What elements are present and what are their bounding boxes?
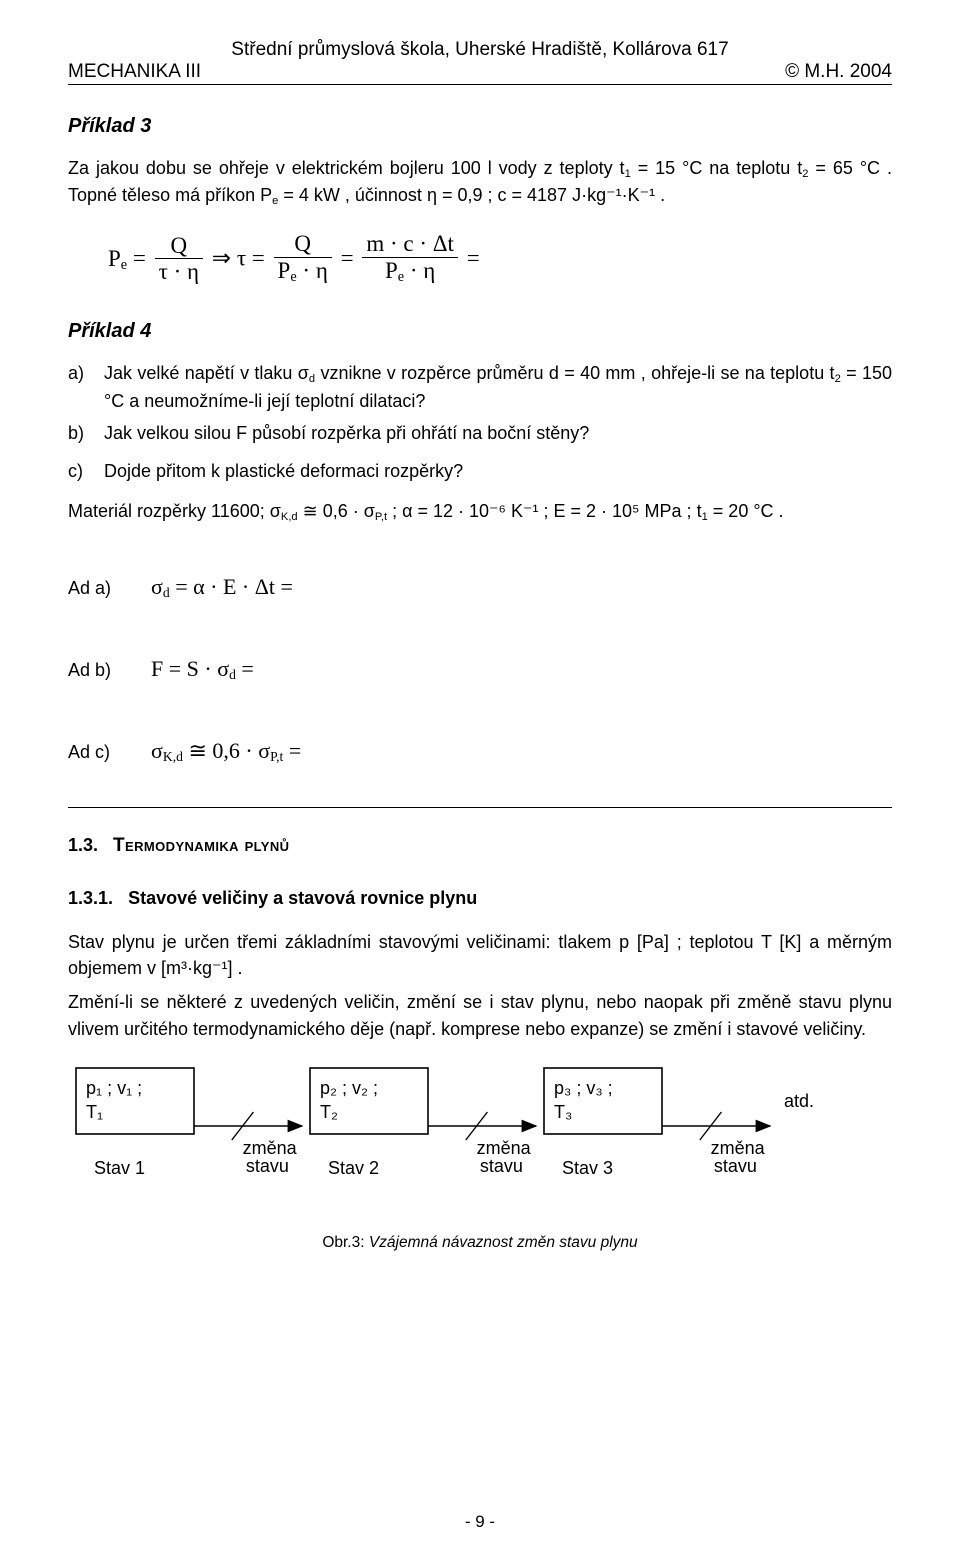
arrow: ⇒ τ = [212, 246, 271, 271]
txt: Za jakou dobu se ohřeje v elektrickém bo… [68, 158, 451, 178]
equation-1: Pe = Q τ · η ⇒ τ = Q Pe · η = m · c · Δt… [108, 231, 892, 285]
item-a: a) Jak velké napětí v tlaku σd vznikne v… [68, 360, 892, 413]
label-c: c) [68, 458, 104, 484]
svg-text:stavu: stavu [246, 1156, 289, 1176]
label-a: a) [68, 360, 104, 413]
svg-text:T₂: T₂ [320, 1102, 338, 1122]
ad-c-eq: σK,d ≅ 0,6 · σP,t = [151, 738, 301, 763]
page-number: - 9 - [0, 1510, 960, 1535]
figure-svg: p₁ ; v₁ ;T₁Stav 1změnastavup₂ ; v₂ ;T₂St… [70, 1060, 890, 1210]
den: τ · η [155, 259, 203, 284]
item-b: b) Jak velkou silou F působí rozpěrka př… [68, 420, 892, 446]
ad-a-label: Ad a) [68, 575, 146, 601]
eq: = [133, 246, 152, 271]
ad-c-label: Ad c) [68, 739, 146, 765]
svg-text:změna: změna [243, 1138, 298, 1158]
ad-b-label: Ad b) [68, 657, 146, 683]
txt: , účinnost [345, 185, 427, 205]
figure-3: p₁ ; v₁ ;T₁Stav 1změnastavup₂ ; v₂ ;T₂St… [68, 1060, 892, 1210]
txt: vody z teploty [499, 158, 620, 178]
header-right: © M.H. 2004 [785, 58, 892, 86]
var-t1: t1 = 15 °C [620, 158, 703, 178]
ad-c: Ad c) σK,d ≅ 0,6 · σP,t = [68, 735, 892, 767]
subsection-number: 1.3.1. [68, 888, 113, 908]
frac1: Q τ · η [152, 233, 206, 285]
trail: = [467, 246, 480, 271]
page: Střední průmyslová škola, Uherské Hradiš… [0, 0, 960, 1563]
text-b: Jak velkou silou F působí rozpěrka při o… [104, 420, 892, 446]
example3-text: Za jakou dobu se ohřeje v elektrickém bo… [68, 155, 892, 209]
svg-text:Stav 1: Stav 1 [94, 1158, 145, 1178]
svg-text:Stav 3: Stav 3 [562, 1158, 613, 1178]
item-c: c) Dojde přitom k plastické deformaci ro… [68, 458, 892, 484]
var-eta: η = 0,9 [427, 185, 483, 205]
header-left: MECHANIKA III [68, 58, 201, 86]
section-rule [68, 807, 892, 808]
text-a: Jak velké napětí v tlaku σd vznikne v ro… [104, 360, 892, 413]
frac2: Q Pe · η [271, 231, 335, 285]
example3-title: Příklad 3 [68, 112, 892, 141]
subsection-heading: 1.3.1. Stavové veličiny a stavová rovnic… [68, 885, 892, 911]
svg-text:atd.: atd. [784, 1091, 814, 1111]
svg-text:T₁: T₁ [86, 1102, 103, 1122]
text-c: Dojde přitom k plastické deformaci rozpě… [104, 458, 892, 484]
txt: na teplotu [709, 158, 797, 178]
svg-text:stavu: stavu [714, 1156, 757, 1176]
section-heading: 1.3. Termodynamika plynů [68, 832, 892, 860]
txt: . [660, 185, 665, 205]
section-number: 1.3. [68, 835, 98, 855]
num: Q [274, 231, 332, 257]
svg-text:p₂ ; v₂ ;: p₂ ; v₂ ; [320, 1078, 378, 1098]
content: Příklad 3 Za jakou dobu se ohřeje v elek… [68, 112, 892, 1254]
ad-b-eq: F = S · σd = [151, 656, 254, 681]
svg-text:T₃: T₃ [554, 1102, 572, 1122]
var-c: c = 4187 J·kg⁻¹·K⁻¹ [498, 185, 656, 205]
var-t2: t2 = 65 °C [797, 158, 880, 178]
paragraph-2: Změní-li se některé z uvedených veličin,… [68, 989, 892, 1041]
num: Q [155, 233, 203, 259]
svg-text:změna: změna [477, 1138, 532, 1158]
material-line: Materiál rozpěrky 11600; σK,d ≅ 0,6 · σP… [68, 498, 892, 525]
ad-a-eq: σd = α · E · Δt = [151, 574, 293, 599]
svg-text:Stav 2: Stav 2 [328, 1158, 379, 1178]
svg-text:stavu: stavu [480, 1156, 523, 1176]
frac3: m · c · Δt Pe · η [359, 231, 461, 285]
den: Pe · η [274, 258, 332, 286]
ad-b: Ad b) F = S · σd = [68, 653, 892, 685]
Pe: Pe [108, 246, 127, 271]
figure-caption: Obr.3: Vzájemná návaznost změn stavu ply… [68, 1232, 892, 1254]
den: Pe · η [362, 258, 458, 286]
header-rule [68, 84, 892, 85]
paragraph-1: Stav plynu je určen třemi základními sta… [68, 929, 892, 981]
var-Pe: Pe = 4 kW [260, 185, 340, 205]
subsection-title: Stavové veličiny a stavová rovnice plynu [128, 888, 477, 908]
svg-text:p₃ ; v₃ ;: p₃ ; v₃ ; [554, 1078, 613, 1098]
label-b: b) [68, 420, 104, 446]
num: m · c · Δt [362, 231, 458, 257]
val-volume: 100 l [451, 158, 492, 178]
txt: ; [488, 185, 498, 205]
section-title: Termodynamika plynů [113, 835, 289, 856]
ad-a: Ad a) σd = α · E · Δt = [68, 571, 892, 603]
eq: = [341, 246, 360, 271]
svg-text:změna: změna [711, 1138, 766, 1158]
example4-list: a) Jak velké napětí v tlaku σd vznikne v… [68, 360, 892, 483]
svg-text:p₁ ; v₁ ;: p₁ ; v₁ ; [86, 1078, 142, 1098]
example4-title: Příklad 4 [68, 317, 892, 346]
